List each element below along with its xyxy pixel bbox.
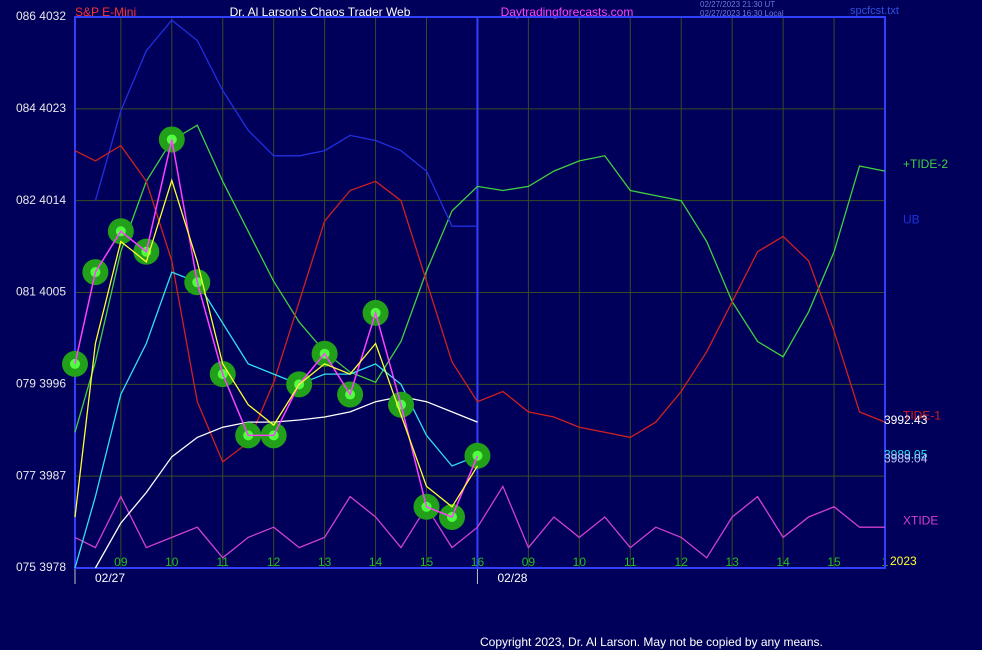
- series-label: TIDE-1: [903, 408, 941, 422]
- copyright: Copyright 2023, Dr. Al Larson. May not b…: [480, 635, 823, 649]
- series-line: [74, 124, 886, 433]
- x-tick-label: 13: [725, 555, 739, 569]
- x-tick-label: 10: [165, 555, 179, 569]
- price-dot: [70, 358, 80, 369]
- series-label: UB: [903, 212, 920, 226]
- series-line: [74, 178, 479, 518]
- subtitle: S&P E-Mini: [75, 5, 136, 19]
- y-tick-label: 082 4014: [16, 193, 66, 207]
- timestamp: 02/27/2023 21:30 UT: [700, 0, 775, 9]
- plot-border: [74, 16, 886, 569]
- price-dot: [472, 450, 483, 461]
- x-tick-label: 12: [267, 555, 281, 569]
- value-label: 3989.04: [884, 452, 928, 466]
- y-tick-label: 079 3996: [16, 377, 66, 391]
- date-label: 02/27: [95, 571, 125, 585]
- y-tick-label: 086 4032: [16, 9, 66, 23]
- y-tick-label: 084 4023: [16, 101, 66, 115]
- x-tick-label: 11: [217, 555, 230, 569]
- x-tick-label: 09: [114, 555, 128, 569]
- x-tick-label: 12: [675, 555, 689, 569]
- x-tick-label: 13: [318, 555, 332, 569]
- series-label: +TIDE-2: [903, 157, 948, 171]
- series-line: [74, 484, 885, 559]
- value-label: 3992.43: [884, 413, 928, 427]
- series-line: [74, 144, 886, 463]
- x-tick-label: 10: [573, 555, 587, 569]
- site: Daytradingforecasts.com: [501, 5, 634, 19]
- x-tick-label: 11: [624, 555, 637, 569]
- y-tick-label: 077 3987: [16, 468, 66, 482]
- date-label: 02/28: [497, 571, 527, 585]
- x-tick-label: 15: [420, 555, 434, 569]
- series-line: [94, 19, 478, 227]
- y-tick-label: 081 4005: [16, 285, 66, 299]
- series-line: [94, 395, 478, 569]
- value-label: 3989.05: [884, 447, 928, 461]
- y-tick-label: 075 3978: [16, 560, 66, 574]
- x-tick-label: 15: [827, 555, 841, 569]
- timestamp: 02/27/2023 16:30 Local: [700, 9, 784, 18]
- x-tick-label: 14: [776, 555, 790, 569]
- file-name: spcfcst.txt: [850, 5, 899, 17]
- date-label: 2023: [890, 554, 917, 568]
- x-tick-label: 09: [522, 555, 536, 569]
- x-tick-label: 14: [369, 555, 383, 569]
- series-label: XTIDE: [903, 513, 938, 527]
- chart-title: Dr. Al Larson's Chaos Trader Web: [230, 5, 411, 19]
